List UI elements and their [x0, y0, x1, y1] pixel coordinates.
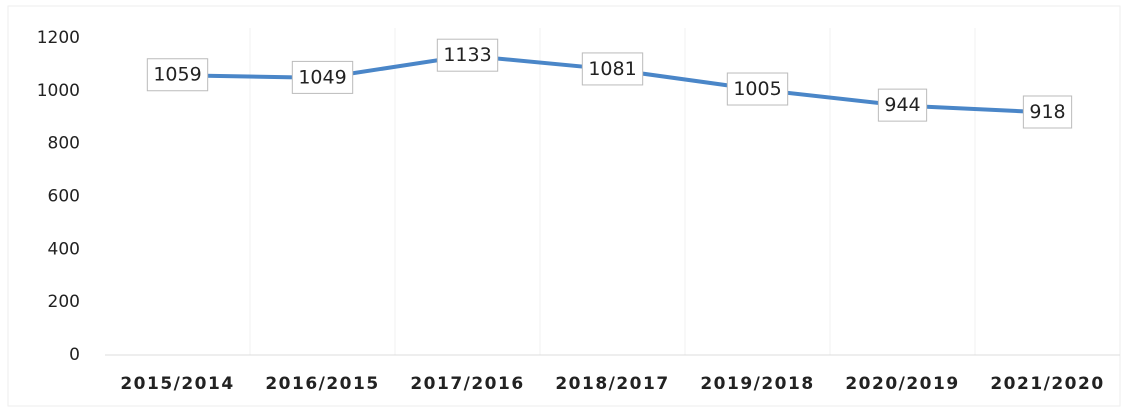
x-tick-label: 2018/2017: [555, 374, 669, 394]
x-tick-label: 2020/2019: [845, 374, 959, 394]
y-tick-label: 0: [69, 345, 80, 365]
value-label: 918: [1029, 101, 1065, 123]
x-tick-label: 2017/2016: [410, 374, 524, 394]
y-tick-label: 600: [48, 187, 80, 207]
y-tick-label: 200: [48, 292, 80, 312]
value-label: 1049: [298, 66, 346, 88]
value-label: 1005: [733, 78, 781, 100]
y-tick-label: 400: [48, 239, 80, 259]
y-tick-label: 800: [48, 134, 80, 154]
value-label: 944: [884, 94, 920, 116]
value-label-box: [726, 72, 789, 106]
chart-frame: [7, 5, 1121, 407]
y-tick-label: 1200: [37, 28, 80, 48]
value-label-box: [436, 38, 499, 72]
value-label: 1059: [153, 64, 201, 86]
value-label-box: [146, 58, 209, 92]
value-label-box: [877, 88, 928, 122]
value-label-box: [581, 52, 644, 86]
value-label: 1133: [443, 44, 491, 66]
x-tick-label: 2016/2015: [265, 374, 379, 394]
value-label: 1081: [588, 58, 636, 80]
x-tick-label: 2021/2020: [990, 374, 1104, 394]
y-tick-label: 1000: [37, 81, 80, 101]
x-tick-label: 2015/2014: [120, 374, 234, 394]
value-label-box: [1022, 95, 1073, 129]
x-tick-label: 2019/2018: [700, 374, 814, 394]
value-label-box: [291, 60, 354, 94]
